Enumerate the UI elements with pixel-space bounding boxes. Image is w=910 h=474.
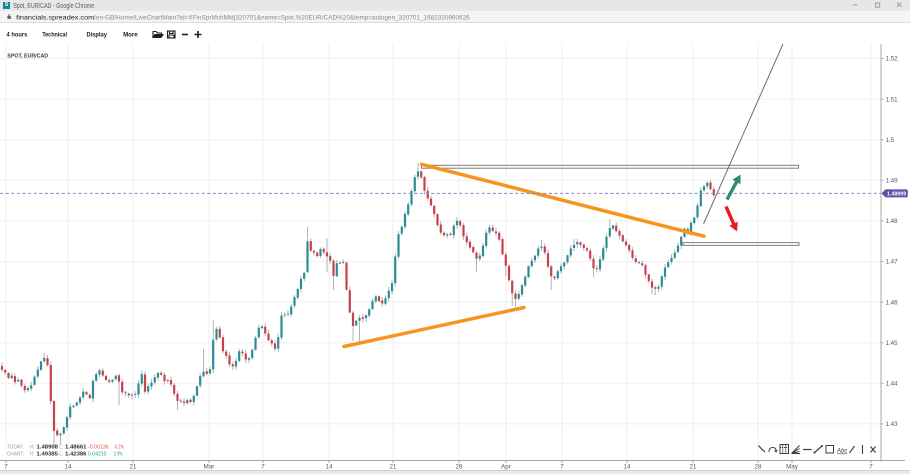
svg-text:-0.1%: -0.1% (114, 444, 124, 450)
svg-text:14: 14 (326, 464, 333, 471)
svg-text:1.49385: 1.49385 (37, 451, 59, 457)
svg-text:21: 21 (690, 464, 697, 471)
svg-text:1.48908: 1.48908 (37, 444, 59, 450)
svg-text:4 hours: 4 hours (7, 32, 28, 39)
svg-text:7: 7 (560, 464, 564, 471)
svg-text:1.46: 1.46 (886, 299, 899, 306)
svg-text:Apr: Apr (501, 464, 511, 471)
svg-text:TODAY:: TODAY: (7, 444, 24, 450)
svg-text:1.47: 1.47 (886, 259, 899, 266)
svg-text:7: 7 (4, 464, 8, 471)
svg-text:1.51: 1.51 (886, 96, 899, 103)
svg-text:1.43: 1.43 (886, 421, 899, 428)
svg-text:financials.spreadex.com: financials.spreadex.com (16, 15, 94, 22)
svg-text:1.49: 1.49 (886, 178, 899, 185)
svg-text:28: 28 (755, 464, 762, 471)
svg-text:/en-GB/Home/LiveChartMain?id=X: /en-GB/Home/LiveChartMain?id=XFinSprMchM… (94, 15, 470, 22)
svg-text:1.5: 1.5 (886, 137, 895, 144)
svg-text:7: 7 (261, 464, 265, 471)
svg-text:1.48999: 1.48999 (887, 192, 906, 198)
svg-text:SPOT, EUR/CAD: SPOT, EUR/CAD (7, 54, 48, 60)
svg-text:2.9%: 2.9% (114, 451, 123, 457)
svg-text:CHART:: CHART: (7, 451, 24, 457)
svg-text:Display: Display (87, 32, 108, 39)
svg-text:May: May (786, 464, 799, 471)
svg-text:Mar: Mar (204, 464, 215, 471)
svg-text:1.48661: 1.48661 (65, 444, 87, 450)
svg-text:1.48: 1.48 (886, 218, 899, 225)
svg-text:21: 21 (130, 464, 137, 471)
svg-text:14: 14 (65, 464, 72, 471)
svg-text:More: More (123, 32, 138, 39)
svg-text:Technical: Technical (42, 32, 67, 39)
svg-text:0.04210: 0.04210 (88, 451, 107, 457)
svg-text:Spot, EUR/CAD - Google Chrome: Spot, EUR/CAD - Google Chrome (13, 3, 94, 10)
svg-text:1.52: 1.52 (886, 56, 899, 63)
svg-text:L:: L: (59, 444, 63, 450)
svg-text:1.42386: 1.42386 (65, 451, 87, 457)
svg-text:Abc: Abc (836, 449, 847, 455)
svg-text:1.45: 1.45 (886, 340, 899, 347)
svg-text:H:: H: (30, 444, 34, 450)
svg-text:H:: H: (30, 451, 34, 457)
svg-text:L:: L: (59, 451, 63, 457)
svg-text:7: 7 (869, 464, 873, 471)
svg-text:28: 28 (456, 464, 463, 471)
svg-text:14: 14 (624, 464, 631, 471)
svg-text:1.44: 1.44 (886, 381, 899, 388)
svg-text:21: 21 (390, 464, 397, 471)
svg-text:-0.00136: -0.00136 (88, 444, 109, 450)
